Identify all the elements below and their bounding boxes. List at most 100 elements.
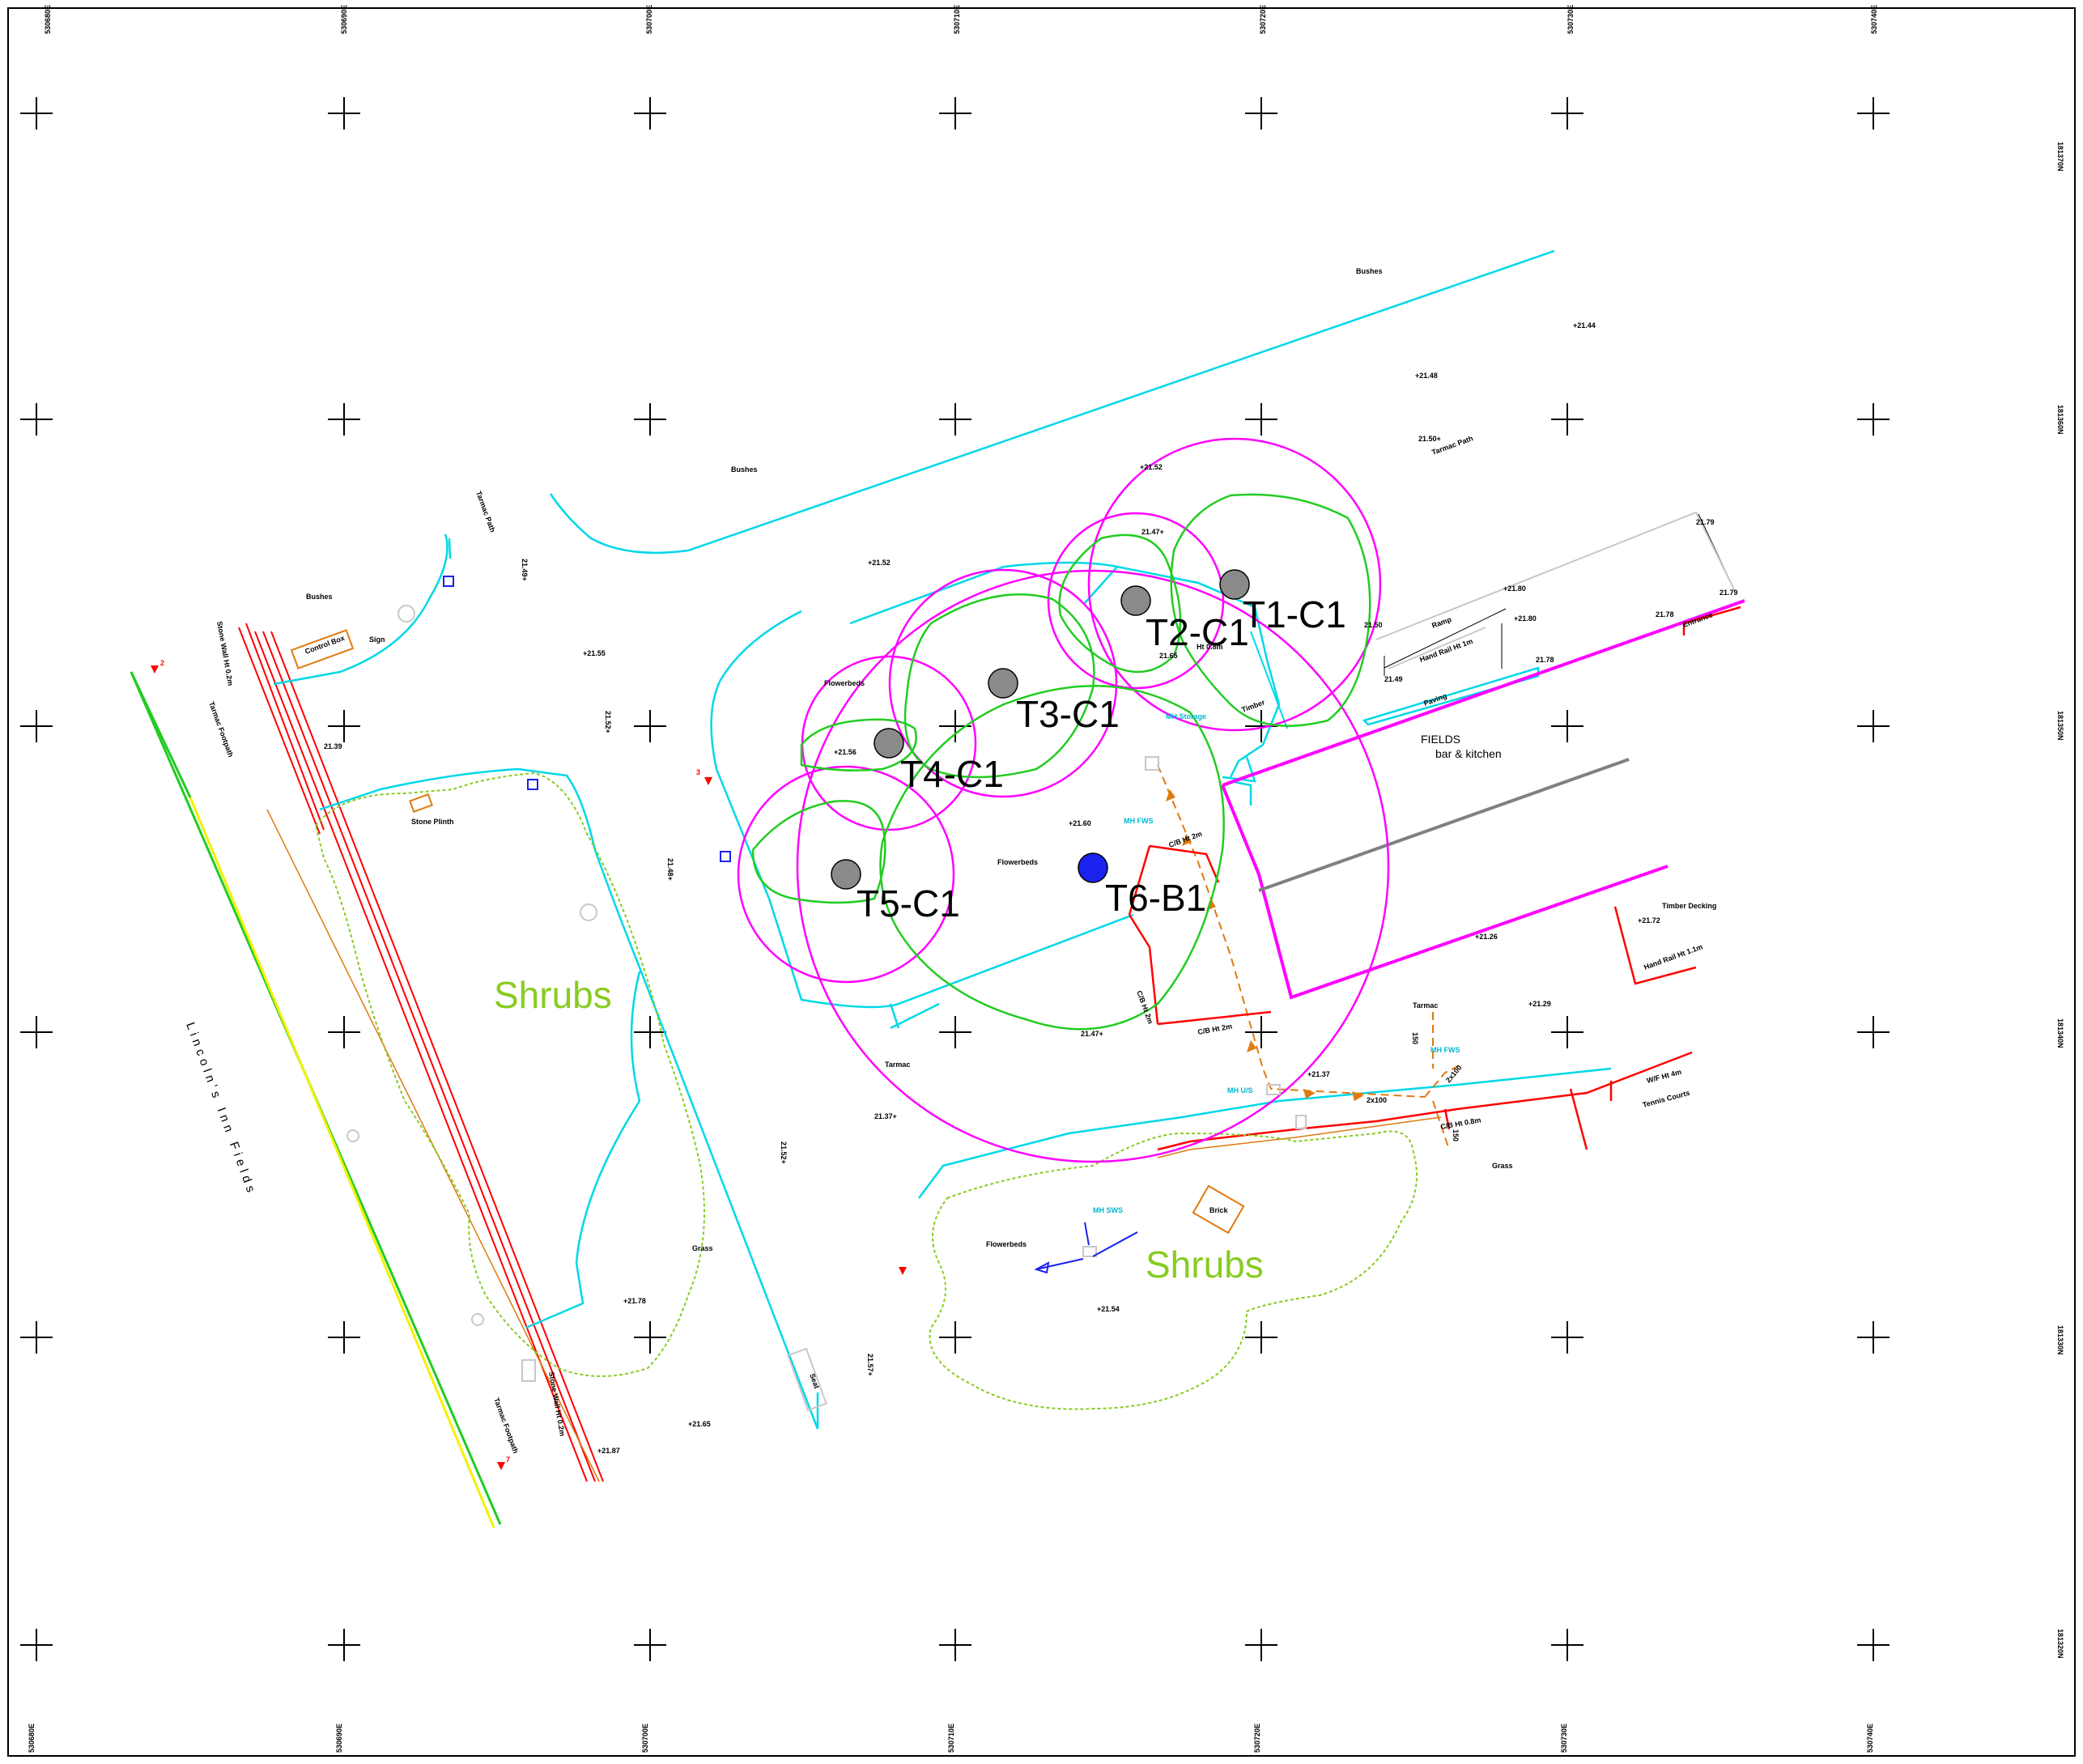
- label-bushes: Bushes: [306, 593, 333, 601]
- street-name-label: Lincoln's Inn Fields: [183, 1021, 259, 1198]
- spot-level: +21.56: [834, 748, 857, 756]
- grid-easting-label: 530680E: [28, 1724, 36, 1753]
- small-structures: [290, 576, 1307, 1412]
- label-flowerbeds: Flowerbeds: [997, 858, 1038, 866]
- label-sign: Sign: [369, 635, 385, 644]
- canopy-t1: [1087, 437, 1382, 732]
- grid-easting-labels-bottom: 530680E 530690E 530700E 530710E 530720E …: [28, 1724, 1874, 1753]
- spot-level: 21.50: [1364, 621, 1383, 629]
- boundary-yellow-line: [189, 797, 495, 1528]
- rpa-t5: [751, 800, 886, 904]
- rpa-t1: [1170, 493, 1371, 727]
- spot-level: +21.60: [1069, 819, 1091, 827]
- spot-level: +21.65: [688, 1420, 711, 1428]
- grid-easting-label: 530690E: [335, 1724, 343, 1753]
- rpa-t4: [800, 718, 917, 771]
- hedges: [314, 771, 1418, 1410]
- grid-easting-label: 530720E: [1259, 5, 1267, 34]
- label-tarmac-footpath: Tarmac Footpath: [207, 700, 235, 758]
- seat: [787, 1347, 827, 1412]
- stone-wall-west: [238, 623, 604, 1482]
- spot-level: 21.78: [1656, 610, 1674, 618]
- drawing-frame: [7, 7, 2076, 1757]
- label-bushes: Bushes: [731, 465, 758, 474]
- canopy-t3: [888, 568, 1118, 798]
- tree-t5-symbol: [831, 859, 861, 890]
- orange-wall-east: [1157, 1116, 1442, 1158]
- label-manhole: MH FWS: [1124, 817, 1154, 825]
- station-marker-4: [899, 1267, 907, 1275]
- tree-labels: T1-C1 T2-C1 T3-C1 T4-C1 T5-C1 T6-B1: [857, 593, 1346, 925]
- spot-level: 21.79: [1696, 518, 1715, 526]
- boundary-green-lower: [130, 671, 192, 798]
- bt-box: [1295, 1115, 1307, 1129]
- tree-canopy-circles: [737, 437, 1390, 1163]
- label-manhole: MH SWS: [1093, 1206, 1123, 1214]
- building-sub-label: bar & kitchen: [1435, 747, 1502, 760]
- grid-northing-label: 181350N: [2056, 711, 2064, 741]
- building-outline: [1221, 599, 1745, 1000]
- spot-level: 21.37+: [874, 1112, 897, 1120]
- label-cb: C/B Ht 2m: [1167, 830, 1203, 849]
- lamp-1: [397, 605, 415, 623]
- grid-northing-labels: 181370N 181360N 181350N 181340N 181330N …: [2056, 142, 2064, 1659]
- label-hand-rail: Hand Rail Ht 1m: [1418, 637, 1473, 664]
- area-labels: Shrubs Shrubs: [494, 974, 1264, 1286]
- tree-label-t5: T5-C1: [857, 882, 960, 925]
- spot-level: +21.72: [1638, 916, 1660, 925]
- inspection-cover-2: [527, 779, 538, 790]
- spot-level: 21.47+: [1081, 1030, 1103, 1038]
- label-height: Ht 0.8m: [1197, 643, 1223, 651]
- brick-structure: [1192, 1184, 1245, 1235]
- tree-t3-symbol: [988, 668, 1018, 699]
- grid-easting-label: 530690E: [340, 5, 348, 34]
- inspection-cover-1: [443, 576, 454, 587]
- spot-level: 21.52+: [604, 711, 612, 733]
- tree-trunks: [831, 569, 1250, 890]
- shrubs-label-south: Shrubs: [1146, 1243, 1264, 1286]
- label-tarmac-path: Tarmac Path: [474, 490, 497, 533]
- control-box: [290, 629, 355, 669]
- stone-plinth: [409, 793, 433, 813]
- grid-easting-label: 530740E: [1870, 5, 1878, 34]
- rpa-t3: [903, 593, 1095, 779]
- kerb-lines: [273, 249, 1612, 1430]
- spot-level: 21.65: [1159, 652, 1178, 660]
- spot-level: +21.52: [868, 559, 891, 567]
- station-label: 2: [160, 659, 164, 667]
- label-tarmac: Tarmac: [1413, 1001, 1438, 1010]
- spot-level: +21.55: [583, 649, 606, 657]
- root-protection-areas: [751, 493, 1371, 1031]
- label-entrance: Entrance: [1681, 610, 1714, 629]
- grid-easting-label: 530680E: [44, 5, 52, 34]
- drain-lines: [1157, 764, 1462, 1150]
- red-walls-east: [1128, 606, 1741, 1151]
- station-markers: [151, 665, 907, 1470]
- lamp-4: [471, 1313, 484, 1326]
- tree-label-t1: T1-C1: [1243, 593, 1346, 635]
- inspection-cover-3: [720, 851, 731, 862]
- spot-level: +21.48: [1415, 372, 1438, 380]
- rpa-t6: [879, 685, 1225, 1031]
- spot-level: +21.80: [1514, 614, 1537, 623]
- label-pipe: 150: [1452, 1129, 1460, 1141]
- label-bushes: Bushes: [1356, 267, 1383, 275]
- kerb-building-edge: [1250, 631, 1288, 729]
- building-name-label: FIELDS: [1421, 733, 1460, 746]
- spot-level: 21.78: [1536, 656, 1554, 664]
- manhole-us: [1266, 1084, 1281, 1095]
- station-label: 3: [696, 768, 700, 776]
- blue-flow-arrows: [1034, 1222, 1138, 1274]
- label-grass: Grass: [1492, 1162, 1513, 1170]
- spot-level: +21.87: [597, 1447, 620, 1455]
- spot-level: +21.78: [623, 1297, 646, 1305]
- seat-west: [521, 1359, 536, 1382]
- grid-easting-label: 530730E: [1567, 5, 1575, 34]
- label-tarmac: Tarmac: [885, 1061, 910, 1069]
- spot-level: +21.44: [1573, 321, 1596, 329]
- grid-easting-label: 530710E: [947, 1724, 955, 1753]
- label-pipe: 2x100: [1367, 1096, 1387, 1104]
- station-marker-3: [704, 777, 712, 785]
- spot-level: 21.39: [324, 742, 342, 750]
